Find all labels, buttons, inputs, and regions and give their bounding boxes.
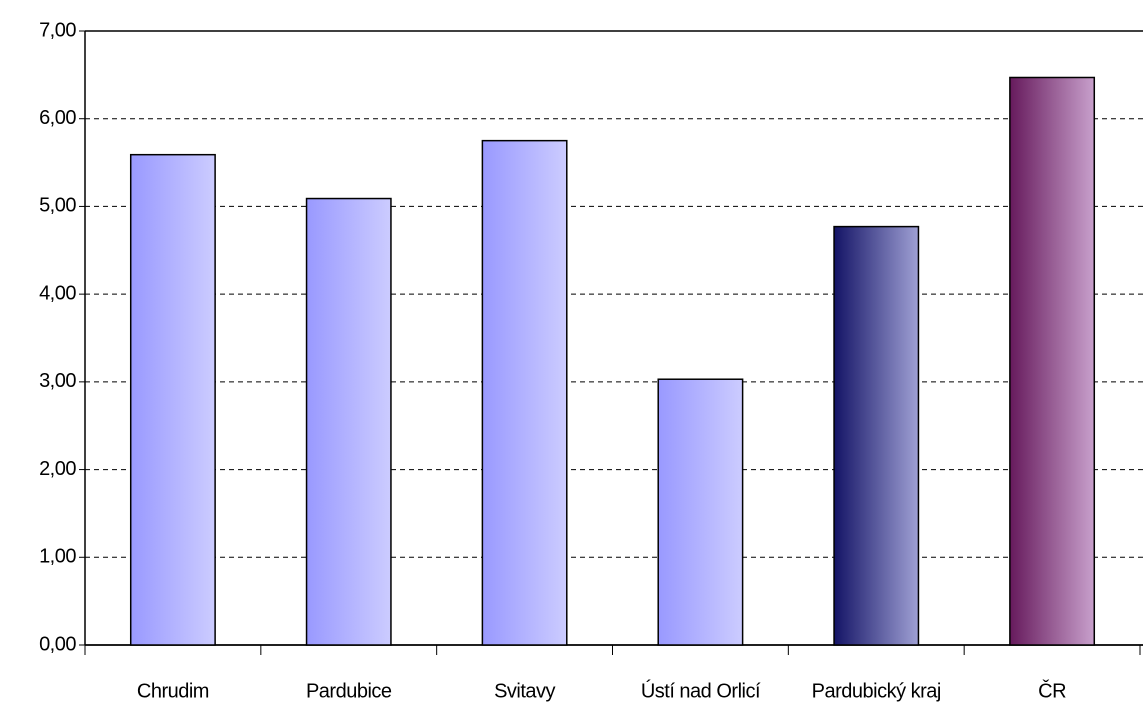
y-tick-label: 5,00 (39, 195, 76, 217)
bar (129, 153, 216, 646)
y-tick-label: 3,00 (39, 370, 76, 392)
bar (657, 378, 744, 646)
bar (833, 225, 920, 646)
x-tick-label: Ústí nad Orlicí (641, 679, 761, 702)
x-tick-label: Chrudim (137, 680, 209, 702)
bar (481, 139, 568, 646)
y-tick-label: 4,00 (39, 282, 76, 304)
x-tick-label: Pardubický kraj (812, 680, 941, 702)
x-tick-label: ČR (1038, 679, 1066, 702)
y-tick-label: 2,00 (39, 458, 76, 480)
x-tick-label: Pardubice (306, 680, 392, 702)
bar (1009, 76, 1096, 646)
y-tick-label: 7,00 (39, 19, 76, 41)
y-tick-label: 6,00 (39, 107, 76, 129)
y-tick-label: 0,00 (39, 633, 76, 655)
x-tick-label: Svitavy (494, 680, 555, 702)
y-tick-label: 1,00 (39, 546, 76, 568)
bar (305, 197, 392, 646)
